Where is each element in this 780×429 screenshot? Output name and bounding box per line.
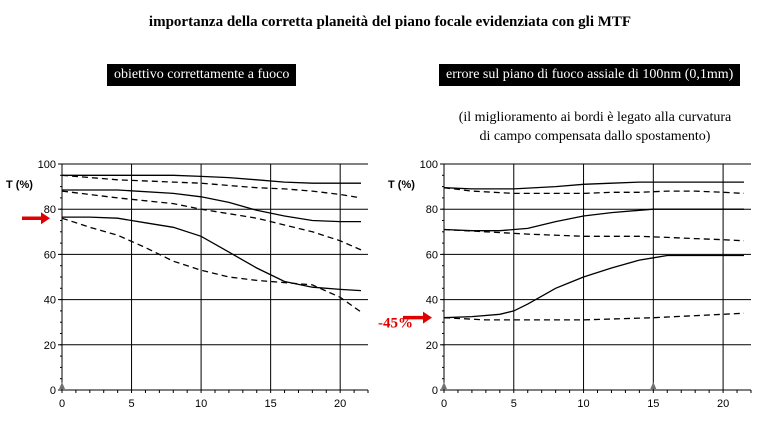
page-title: importanza della corretta planeità del p… — [148, 14, 632, 30]
chart1-x-tick-label-5: 5 — [128, 398, 134, 410]
chart1-x-tick-label-0: 0 — [59, 398, 65, 410]
chart2-series-line-6 — [443, 312, 745, 321]
chart2-annotation-text: -45% — [378, 316, 413, 332]
chart1-y-tick-label-40: 40 — [44, 295, 56, 307]
chart1-axis-marker-triangle — [59, 382, 65, 389]
chart1-x-tick-label-20: 20 — [334, 398, 346, 410]
chart2-series-line-4 — [443, 228, 745, 242]
chart2-x-tick-label-5: 5 — [511, 398, 517, 410]
note-line-1: (il miglioramento ai bordi è legato alla… — [458, 110, 732, 125]
chart1-series-line-1 — [62, 174, 361, 184]
chart2-y-axis-label: T (%) — [388, 179, 415, 191]
left-chart-label: obiettivo correttamente a fuoco — [107, 64, 297, 86]
chart1-series-line-5 — [62, 216, 362, 292]
chart2-x-tick-label-10: 10 — [577, 398, 589, 410]
note-line-2: di campo compensata dallo spostamento) — [479, 129, 711, 144]
chart2-series-line-1 — [443, 181, 744, 190]
chart1-y-tick-label-100: 100 — [38, 159, 56, 171]
chart1-y-tick-label-60: 60 — [44, 249, 56, 261]
chart1-y-tick-label-20: 20 — [44, 340, 56, 352]
chart1-series-line-2 — [61, 174, 362, 199]
chart1-series-line-4 — [61, 190, 362, 251]
chart1-x-tick-label-15: 15 — [265, 398, 277, 410]
chart2-y-tick-label-60: 60 — [426, 249, 438, 261]
chart2-series-line-2 — [443, 187, 745, 195]
chart1-red-arrow-head — [41, 212, 50, 225]
right-chart-note: (il miglioramento ai bordi è legato alla… — [440, 108, 750, 146]
chart2-axis-marker-triangle — [650, 382, 657, 389]
chart1-x-tick-label-10: 10 — [195, 398, 207, 410]
chart2-axis-marker-triangle — [441, 382, 447, 389]
chart2-series-line-3 — [443, 208, 744, 232]
chart2-y-tick-label-20: 20 — [426, 340, 438, 352]
chart2-series-line-5 — [443, 254, 744, 319]
chart2-x-tick-label-0: 0 — [441, 398, 447, 410]
chart2-x-tick-label-20: 20 — [717, 398, 729, 410]
right-chart-label: errore sul piano di fuoco assiale di 100… — [439, 64, 741, 86]
chart2-red-arrow-head — [423, 311, 432, 324]
chart1-y-tick-label-80: 80 — [44, 204, 56, 216]
chart1-y-tick-label-0: 0 — [50, 385, 56, 397]
chart1-series-line-3 — [62, 189, 361, 223]
chart2-y-tick-label-40: 40 — [426, 295, 438, 307]
chart2-y-tick-label-80: 80 — [426, 204, 438, 216]
chart1-y-axis-label: T (%) — [6, 179, 33, 191]
chart2-x-tick-label-15: 15 — [647, 398, 659, 410]
chart2-y-tick-label-100: 100 — [420, 159, 438, 171]
chart2-y-tick-label-0: 0 — [432, 385, 438, 397]
chart1-series-line-6 — [61, 217, 362, 313]
